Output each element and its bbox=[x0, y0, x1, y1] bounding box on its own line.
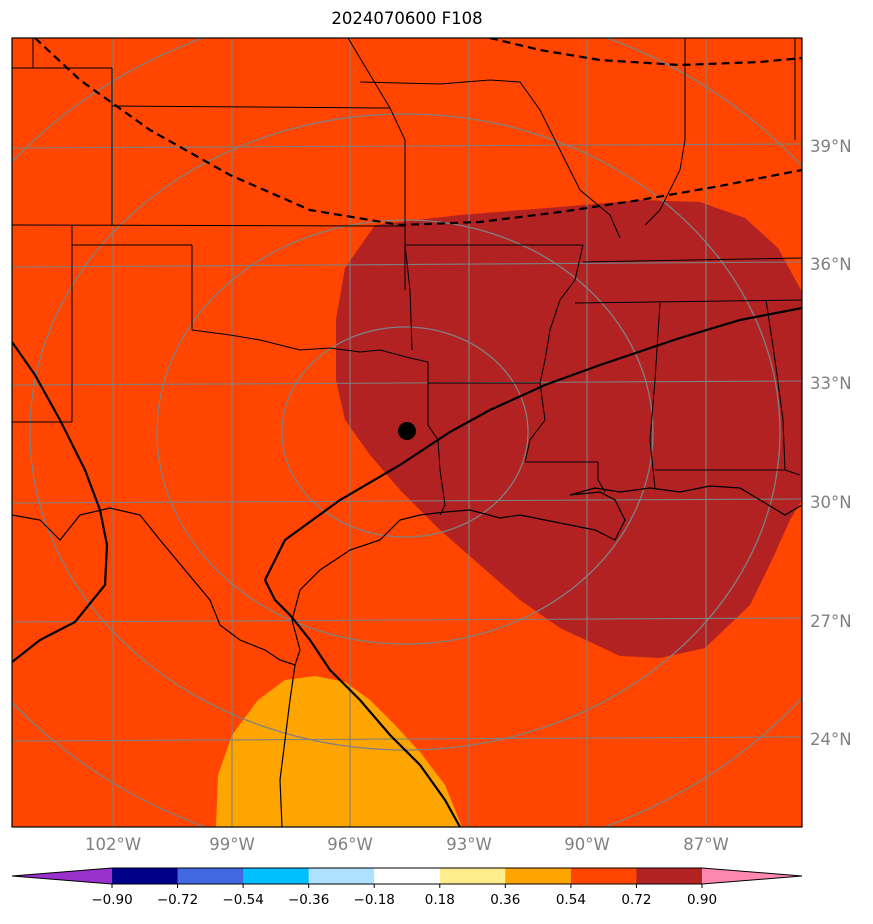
longitude-labels: 102°W 99°W 96°W 93°W 90°W 87°W bbox=[85, 835, 729, 854]
colorbar-tick-label: −0.90 bbox=[91, 892, 132, 908]
lon-label: 87°W bbox=[683, 835, 729, 854]
colorbar-tick-label: 0.90 bbox=[687, 892, 717, 908]
colorbar bbox=[11, 867, 803, 885]
colorbar-extend-high bbox=[702, 868, 802, 884]
lat-label: 24°N bbox=[810, 730, 852, 749]
colorbar-extend-low bbox=[12, 868, 112, 884]
dashed-contours bbox=[34, 38, 802, 227]
colorbar-segment bbox=[439, 868, 506, 884]
lat-label: 33°N bbox=[810, 374, 852, 393]
colorbar-tick-label: −0.54 bbox=[222, 892, 263, 908]
colorbar-tick-label: 0.72 bbox=[621, 892, 651, 908]
colorbar-segment bbox=[636, 868, 703, 884]
colorbar-tick-label: 0.18 bbox=[425, 892, 455, 908]
storm-center-marker[interactable] bbox=[398, 422, 416, 440]
lon-label: 102°W bbox=[85, 835, 141, 854]
lon-label: 96°W bbox=[327, 835, 373, 854]
colorbar-segment bbox=[243, 868, 310, 884]
state-boundaries bbox=[12, 38, 802, 516]
lat-label: 30°N bbox=[810, 493, 852, 512]
colorbar-tick-label: −0.36 bbox=[288, 892, 329, 908]
contour-region-mid bbox=[216, 676, 462, 827]
lon-label: 99°W bbox=[209, 835, 255, 854]
colorbar-segment bbox=[505, 868, 572, 884]
lat-label: 39°N bbox=[810, 137, 852, 156]
colorbar-ticks: −0.90 −0.72 −0.54 −0.36 −0.18 0.18 0.36 0.54 0.7… bbox=[91, 884, 717, 908]
lat-label: 27°N bbox=[810, 612, 852, 631]
colorbar-tick-label: −0.72 bbox=[157, 892, 198, 908]
lon-label: 93°W bbox=[446, 835, 492, 854]
colorbar-tick-label: 0.54 bbox=[556, 892, 586, 908]
colorbar-tick-label: −0.18 bbox=[354, 892, 395, 908]
colorbar-segment bbox=[112, 868, 179, 884]
track-lines bbox=[12, 306, 802, 827]
contour-region-high bbox=[336, 200, 802, 658]
colorbar-segment bbox=[374, 868, 441, 884]
lat-label: 36°N bbox=[810, 255, 852, 274]
map-title: 2024070600 F108 bbox=[331, 9, 483, 28]
colorbar-segment bbox=[177, 868, 244, 884]
colorbar-segment bbox=[308, 868, 375, 884]
latitude-labels: 39°N 36°N 33°N 30°N 27°N 24°N bbox=[810, 137, 852, 749]
map-frame bbox=[11, 37, 803, 828]
coastline bbox=[12, 485, 802, 827]
colorbar-tick-label: 0.36 bbox=[490, 892, 520, 908]
colorbar-segment bbox=[570, 868, 637, 884]
lon-label: 90°W bbox=[564, 835, 610, 854]
